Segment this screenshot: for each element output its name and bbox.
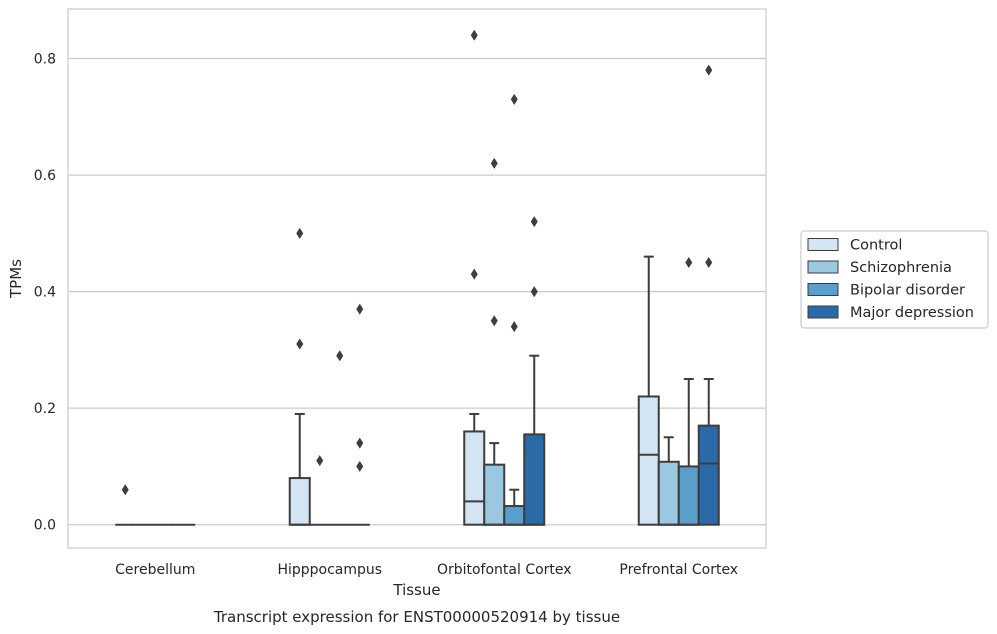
- outlier-point: [705, 256, 713, 268]
- box: [329, 350, 350, 526]
- legend: Control Schizophrenia Bipolar disorder Majo…: [800, 230, 989, 329]
- y-tick-label: 0.4: [34, 285, 56, 301]
- y-tick-labels: 0.0 0.2 0.4 0.6 0.8: [34, 52, 56, 534]
- legend-swatch: [807, 238, 839, 251]
- outlier-point: [356, 303, 364, 315]
- box: [483, 157, 506, 526]
- outlier-point: [510, 321, 518, 333]
- x-axis-label: Tissue: [392, 581, 440, 599]
- box: [523, 216, 546, 526]
- legend-swatch: [807, 260, 839, 274]
- legend-frame: [800, 230, 989, 329]
- x-tick-label: Cerebellum: [115, 562, 195, 578]
- y-axis-label: TPMs: [7, 259, 25, 299]
- box: [677, 256, 700, 526]
- box-body: [503, 505, 526, 526]
- outlier-point: [356, 437, 364, 449]
- box-body: [637, 395, 660, 526]
- series-major-depression: [175, 64, 720, 526]
- outlier-point: [336, 350, 344, 362]
- legend-item: Control: [807, 238, 902, 254]
- outlier-point: [356, 460, 364, 472]
- box-body: [677, 465, 700, 526]
- outlier-point: [490, 315, 498, 327]
- y-tick-label: 0.8: [34, 52, 56, 68]
- y-tick-label: 0.0: [34, 518, 56, 534]
- outlier-point: [121, 484, 129, 496]
- outlier-point: [470, 29, 478, 41]
- box-body: [657, 460, 680, 526]
- box: [697, 64, 720, 526]
- legend-label: Major depression: [850, 305, 974, 321]
- outlier-point: [510, 93, 518, 105]
- legend-label: Control: [850, 238, 902, 254]
- y-tick-label: 0.2: [34, 401, 56, 417]
- box-groups: [115, 29, 720, 526]
- chart-caption: Transcript expression for ENST0000052091…: [213, 608, 620, 626]
- legend-swatch: [807, 305, 839, 319]
- plot-frame: [67, 8, 767, 549]
- outlier-point: [685, 256, 693, 268]
- box: [503, 93, 526, 526]
- outlier-point: [705, 64, 713, 76]
- series-bipolar-disorder: [155, 93, 700, 526]
- x-tick-label: Orbitofontal Cortex: [437, 562, 572, 578]
- box-body: [523, 433, 546, 526]
- outlier-point: [530, 216, 538, 228]
- box: [637, 255, 660, 526]
- outlier-point: [296, 227, 304, 239]
- box: [309, 455, 330, 526]
- outlier-point: [296, 338, 304, 350]
- outlier-point: [530, 286, 538, 298]
- legend-swatch: [807, 283, 839, 296]
- series-schizophrenia: [135, 157, 680, 526]
- outlier-point: [470, 268, 478, 280]
- box-body: [288, 477, 311, 526]
- outlier-point: [490, 157, 498, 169]
- box-body: [697, 424, 720, 526]
- y-tick-label: 0.6: [34, 168, 56, 184]
- legend-item: Major depression: [807, 305, 974, 321]
- series-control: [115, 29, 660, 526]
- legend-label: Bipolar disorder: [850, 283, 965, 299]
- box: [349, 303, 370, 526]
- box: [288, 227, 311, 526]
- legend-item: Bipolar disorder: [807, 283, 965, 299]
- outlier-point: [316, 455, 324, 467]
- x-tick-label: Hipppocampus: [277, 562, 382, 578]
- box-body: [483, 463, 506, 526]
- box: [115, 484, 136, 526]
- x-tick-labels: Cerebellum Hipppocampus Orbitofontal Corte…: [115, 562, 738, 578]
- legend-label: Schizophrenia: [850, 260, 952, 276]
- box-body: [463, 430, 486, 526]
- x-tick-label: Prefrontal Cortex: [619, 562, 738, 578]
- legend-item: Schizophrenia: [807, 260, 952, 276]
